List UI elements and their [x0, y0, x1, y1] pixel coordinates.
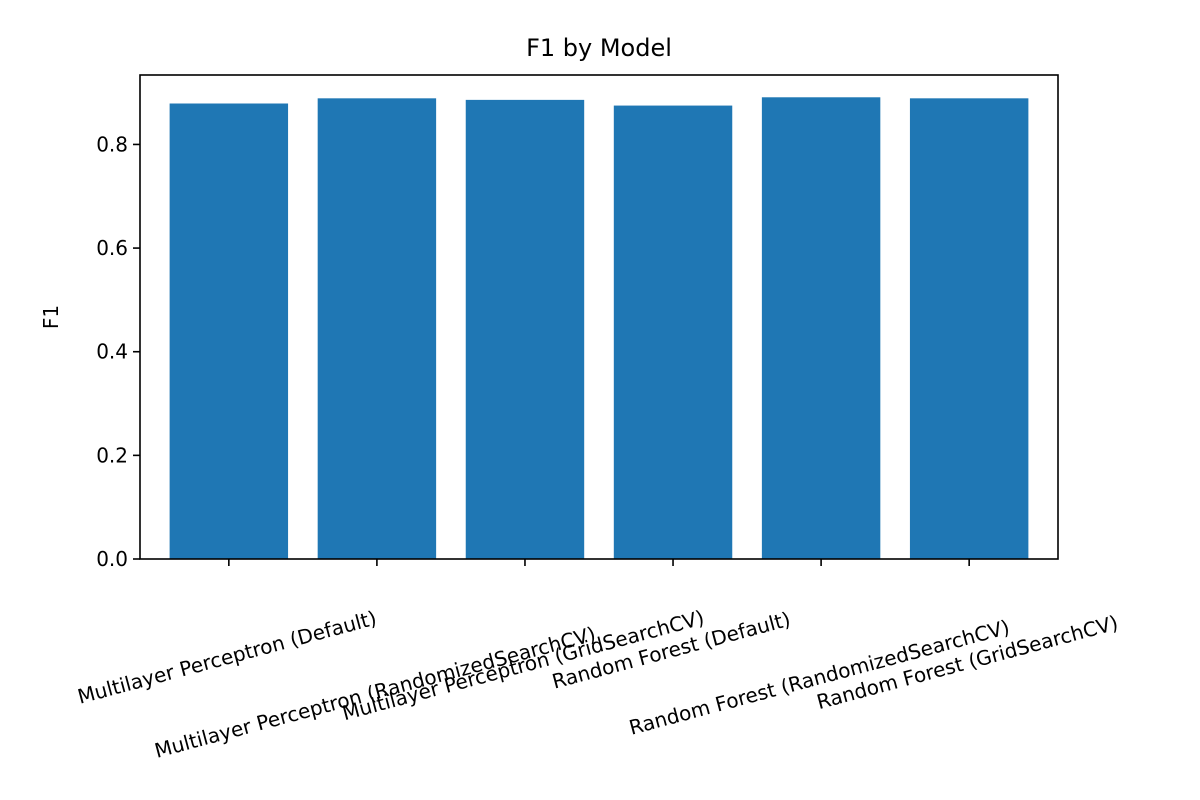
bar-6	[909, 98, 1029, 559]
y-tick-label: 0.6	[96, 236, 128, 260]
y-tick-label: 0.2	[96, 443, 128, 467]
bar-3	[465, 99, 585, 560]
bar-2	[317, 98, 437, 559]
bar-5	[761, 97, 881, 559]
bar-1	[169, 103, 289, 559]
plot-frame	[139, 74, 1059, 560]
y-tick-label: 0.4	[96, 340, 128, 364]
y-tick-label: 0.8	[96, 132, 128, 156]
y-axis-label: F1	[39, 305, 63, 329]
bars-layer	[169, 97, 1029, 560]
chart-title: F1 by Model	[526, 34, 672, 62]
y-axis: 0.0 0.2 0.4 0.6 0.8	[96, 132, 140, 571]
y-tick-label: 0.0	[96, 547, 128, 571]
bar-4	[613, 105, 733, 559]
